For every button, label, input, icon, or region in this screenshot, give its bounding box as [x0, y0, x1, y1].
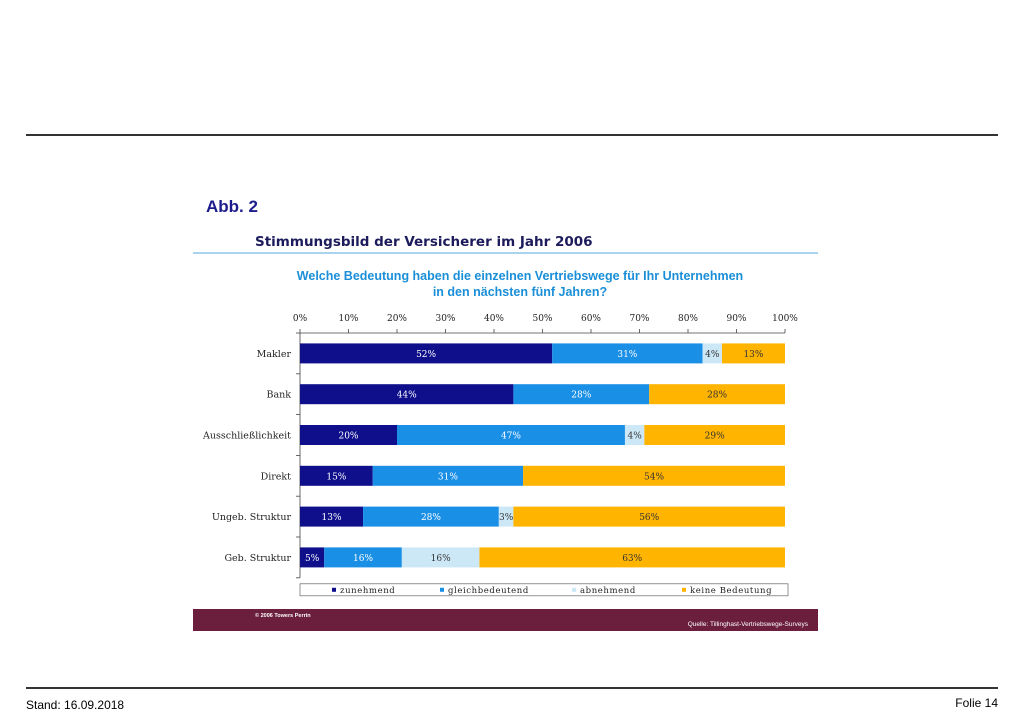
data-label: 4%: [705, 350, 720, 360]
data-label: 52%: [416, 350, 436, 360]
legend-swatch: [682, 587, 686, 592]
bar-segment-gleichbedeutend: [552, 343, 703, 364]
footer-bar: © 2006 Towers Perrin Quelle: Tillinghast…: [193, 609, 818, 631]
data-label: 20%: [338, 432, 358, 442]
bar-segment-zunehmend: [300, 506, 364, 527]
source-text: Quelle: Tillinghast-Vertriebswege-Survey…: [687, 621, 808, 628]
top-rule: [26, 134, 998, 136]
data-label: 31%: [617, 350, 637, 360]
chart-question: Welche Bedeutung haben die einzelnen Ver…: [250, 268, 790, 300]
x-tick-label: 40%: [484, 314, 504, 324]
bar-segment-keine_bedeutung: [644, 425, 785, 445]
data-label: 47%: [501, 432, 521, 442]
x-tick-label: 30%: [435, 314, 455, 324]
x-tick-label: 60%: [581, 314, 601, 324]
question-line-1: Welche Bedeutung haben die einzelnen Ver…: [296, 269, 744, 283]
data-label: 29%: [705, 432, 725, 442]
data-label: 16%: [353, 554, 373, 564]
bar-segment-abnehmend: [498, 506, 514, 527]
bar-segment-keine_bedeutung: [479, 547, 785, 568]
data-label: 28%: [571, 391, 591, 401]
legend-swatch: [332, 587, 336, 592]
bar-segment-zunehmend: [300, 465, 373, 486]
bottom-rule: [26, 687, 998, 689]
category-label: Ungeb. Struktur: [212, 512, 292, 523]
category-label: Makler: [257, 349, 292, 360]
bar-segment-zunehmend: [300, 547, 325, 568]
legend-box: [299, 583, 789, 597]
x-tick-label: 90%: [726, 314, 746, 324]
data-label: 31%: [438, 472, 458, 482]
x-tick-label: 10%: [338, 314, 358, 324]
bar-segment-keine_bedeutung: [649, 384, 785, 405]
data-label: 28%: [707, 391, 727, 401]
data-label: 63%: [622, 554, 642, 564]
figure-label: Abb. 2: [206, 197, 258, 216]
slide-number: Folie 14: [955, 696, 998, 710]
legend-label: gleichbedeutend: [448, 586, 529, 596]
legend-swatch: [440, 587, 444, 592]
category-label: Geb. Struktur: [224, 553, 291, 564]
copyright-text: © 2006 Towers Perrin: [255, 613, 311, 619]
panel-title-underline: [193, 252, 818, 254]
x-tick-label: 20%: [387, 314, 407, 324]
bar-segment-gleichbedeutend: [397, 425, 625, 445]
data-label: 3%: [499, 513, 514, 523]
data-label: 15%: [326, 472, 346, 482]
legend-label: keine Bedeutung: [690, 586, 772, 596]
data-label: 28%: [421, 513, 441, 523]
bar-segment-keine_bedeutung: [513, 506, 785, 527]
data-label: 16%: [431, 554, 451, 564]
panel-title: Stimmungsbild der Versicherer im Jahr 20…: [255, 234, 593, 250]
data-label: 4%: [628, 432, 643, 442]
x-tick-label: 0%: [293, 314, 308, 324]
bar-segment-gleichbedeutend: [324, 547, 402, 568]
data-label: 44%: [397, 391, 417, 401]
category-label: Ausschließlichkeit: [202, 431, 291, 442]
x-tick-label: 80%: [678, 314, 698, 324]
bar-segment-zunehmend: [300, 425, 397, 445]
bar-segment-zunehmend: [300, 343, 553, 364]
data-label: 13%: [743, 350, 763, 360]
x-tick-label: 70%: [629, 314, 649, 324]
data-label: 56%: [639, 513, 659, 523]
legend-label: abnehmend: [580, 586, 636, 596]
legend-swatch: [572, 587, 576, 592]
stand-date: Stand: 16.09.2018: [26, 698, 125, 712]
bar-segment-abnehmend: [401, 547, 480, 568]
data-label: 5%: [305, 554, 320, 564]
category-label: Bank: [266, 390, 291, 401]
bar-segment-gleichbedeutend: [372, 465, 524, 486]
data-label: 13%: [322, 513, 342, 523]
bar-segment-zunehmend: [300, 384, 514, 405]
category-label: Direkt: [261, 471, 292, 482]
question-line-2: in den nächsten fünf Jahren?: [432, 285, 608, 299]
bar-segment-abnehmend: [624, 425, 645, 445]
legend-label: zunehmend: [340, 586, 395, 596]
bar-segment-gleichbedeutend: [363, 506, 499, 527]
data-label: 54%: [644, 472, 664, 482]
bar-segment-gleichbedeutend: [513, 384, 650, 405]
x-tick-label: 100%: [772, 314, 798, 324]
stacked-bar-chart: 0% 10% 20% 30% 40% 50% 60% 70% 80% 90% 100% Makler 5…: [202, 314, 798, 597]
bar-segment-abnehmend: [702, 343, 722, 364]
x-tick-label: 50%: [532, 314, 552, 324]
bar-segment-keine_bedeutung: [523, 465, 785, 486]
bar-segment-keine_bedeutung: [721, 343, 785, 364]
